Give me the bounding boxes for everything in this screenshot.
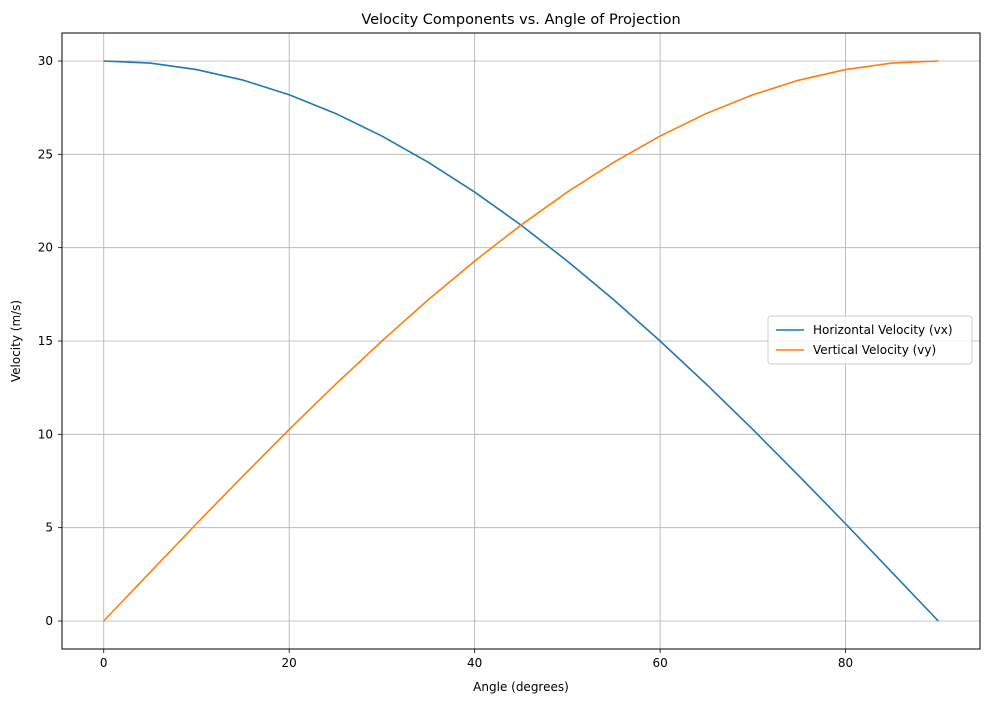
x-tick-label: 80 bbox=[838, 656, 853, 670]
legend: Horizontal Velocity (vx) Vertical Velocit… bbox=[767, 315, 973, 365]
chart-title: Velocity Components vs. Angle of Project… bbox=[361, 12, 680, 28]
y-tick-label: 25 bbox=[38, 147, 53, 161]
y-tick-label: 0 bbox=[45, 614, 53, 628]
grid bbox=[62, 33, 980, 649]
x-tick-label: 20 bbox=[282, 656, 297, 670]
legend-label: Horizontal Velocity (vx) bbox=[813, 323, 953, 337]
series-line-vy bbox=[103, 60, 939, 622]
legend-label: Vertical Velocity (vy) bbox=[813, 343, 936, 357]
x-tick-label: 40 bbox=[467, 656, 482, 670]
legend-box bbox=[767, 315, 973, 365]
ticks: 0 20 40 60 80 0 5 10 15 20 25 30 bbox=[38, 54, 853, 670]
y-axis-label: Velocity (m/s) bbox=[9, 300, 23, 382]
series-group bbox=[103, 60, 939, 622]
x-tick-label: 60 bbox=[652, 656, 667, 670]
y-tick-label: 15 bbox=[38, 334, 53, 348]
x-tick-label: 0 bbox=[100, 656, 108, 670]
y-tick-label: 10 bbox=[38, 427, 53, 441]
x-axis-label: Angle (degrees) bbox=[473, 680, 569, 694]
y-tick-label: 20 bbox=[38, 241, 53, 255]
y-tick-label: 5 bbox=[45, 521, 53, 535]
y-tick-label: 30 bbox=[38, 54, 53, 68]
